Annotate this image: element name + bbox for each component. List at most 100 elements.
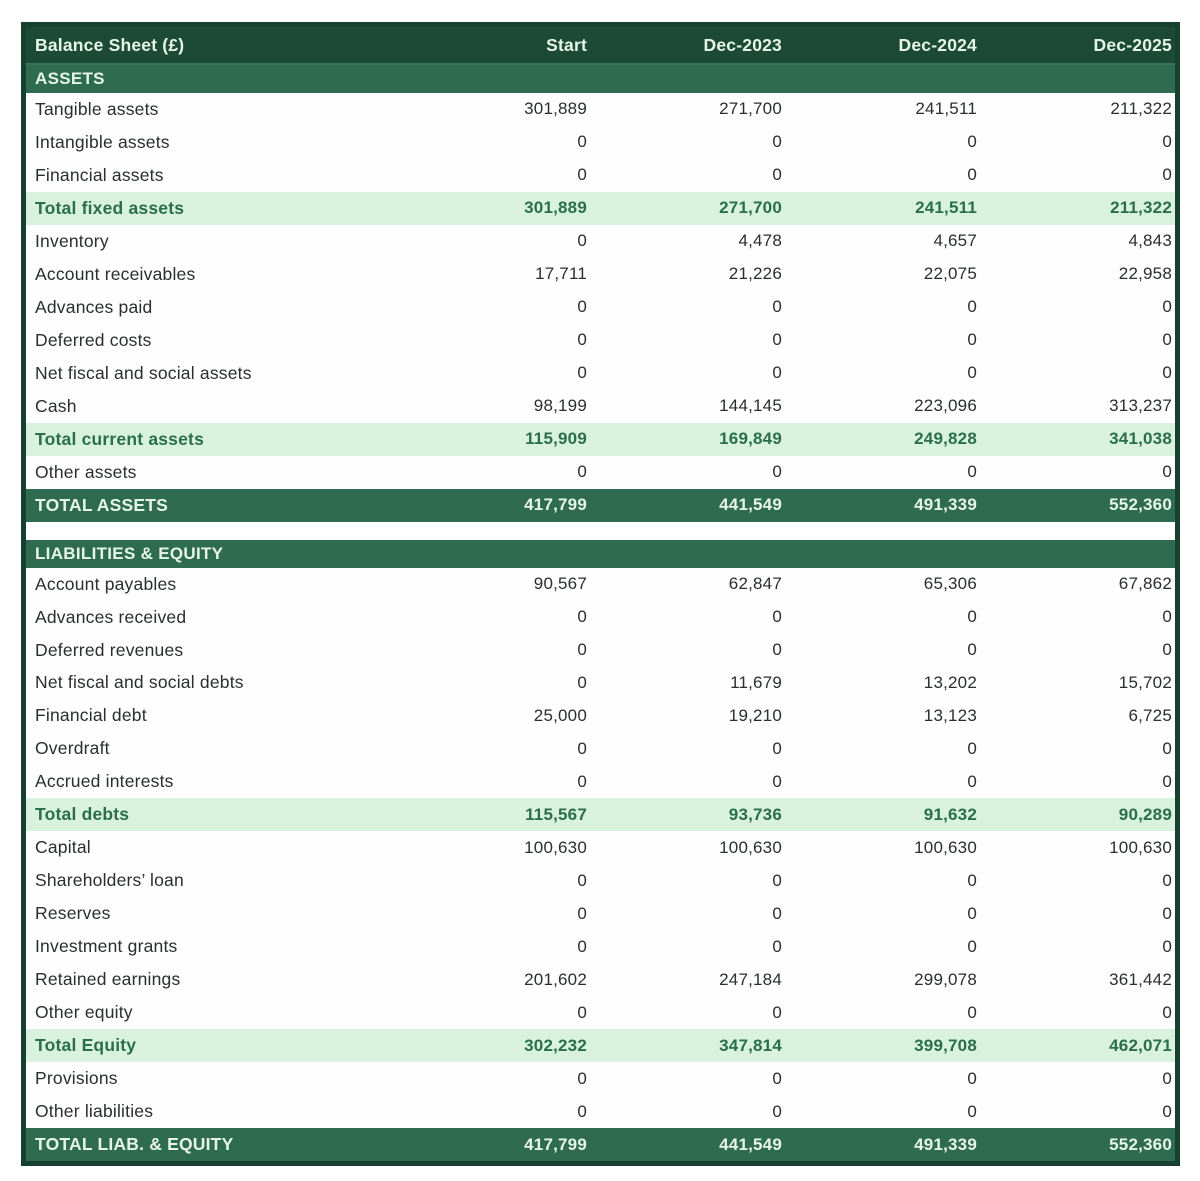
table-row: Total Equity 302,232 347,814 399,708 462,071 <box>26 1029 1175 1063</box>
cell-value: 0 <box>772 607 782 627</box>
table-row: Net fiscal and social assets 0 0 0 0 <box>26 356 1175 390</box>
cell-value: 0 <box>967 771 977 791</box>
cell-value: 0 <box>967 132 977 152</box>
row-label: Retained earnings <box>35 969 181 990</box>
cell-value: 0 <box>577 297 587 317</box>
cell-value: 223,096 <box>914 396 977 416</box>
row-label: Intangible assets <box>35 131 170 152</box>
balance-sheet-table: Balance Sheet (£) Start Dec-2023 Dec-202… <box>21 22 1180 1166</box>
row-label: Net fiscal and social debts <box>35 672 244 693</box>
cell-value: 0 <box>577 1002 587 1022</box>
cell-value: 0 <box>772 330 782 350</box>
cell-value: 0 <box>967 330 977 350</box>
row-label: Inventory <box>35 230 109 251</box>
cell-value: 0 <box>967 297 977 317</box>
cell-value: 0 <box>577 607 587 627</box>
cell-value: 0 <box>1162 297 1172 317</box>
cell-value: 302,232 <box>524 1035 587 1055</box>
cell-value: 0 <box>772 132 782 152</box>
cell-value: 0 <box>1162 607 1172 627</box>
cell-value: 241,511 <box>915 198 977 218</box>
cell-value: 0 <box>772 640 782 660</box>
row-label: Capital <box>35 837 91 858</box>
row-label: Total current assets <box>35 428 205 449</box>
cell-value: 0 <box>1162 870 1172 890</box>
cell-value: 0 <box>772 462 782 482</box>
cell-value: 0 <box>577 870 587 890</box>
cell-value: 552,360 <box>1109 1134 1172 1154</box>
row-label: Accrued interests <box>35 771 174 792</box>
cell-value: 0 <box>772 1002 782 1022</box>
row-label: Shareholders’ loan <box>35 870 184 891</box>
cell-value: 0 <box>1162 363 1172 383</box>
table-row: Deferred costs 0 0 0 0 <box>26 323 1175 357</box>
cell-value: 0 <box>577 363 587 383</box>
cell-value: 0 <box>772 738 782 758</box>
table-row: Accrued interests 0 0 0 0 <box>26 765 1175 799</box>
cell-value: 211,322 <box>1110 99 1172 119</box>
cell-value: 0 <box>967 903 977 923</box>
cell-value: 441,549 <box>719 1134 782 1154</box>
table-row: Other assets 0 0 0 0 <box>26 455 1175 489</box>
row-label: Deferred revenues <box>35 639 184 660</box>
cell-value: 0 <box>577 672 587 692</box>
table-row: Advances received 0 0 0 0 <box>26 600 1175 634</box>
row-label: Other equity <box>35 1002 133 1023</box>
table-row: Total current assets 115,909 169,849 249,82… <box>26 422 1175 456</box>
cell-value: 0 <box>577 330 587 350</box>
cell-value: 361,442 <box>1109 969 1172 989</box>
row-label: Tangible assets <box>35 98 159 119</box>
cell-value: 0 <box>772 936 782 956</box>
cell-value: 347,814 <box>719 1035 782 1055</box>
row-label: Provisions <box>35 1068 118 1089</box>
row-label: Overdraft <box>35 738 110 759</box>
cell-value: 0 <box>1162 462 1172 482</box>
table-row: TOTAL ASSETS 417,799 441,549 491,339 552,360 <box>26 488 1175 522</box>
cell-value: 13,123 <box>923 705 977 725</box>
cell-value: 22,075 <box>923 264 977 284</box>
cell-value: 299,078 <box>914 969 977 989</box>
cell-value: 0 <box>967 1002 977 1022</box>
cell-value: 0 <box>772 903 782 923</box>
cell-value: 0 <box>577 1101 587 1121</box>
cell-value: 0 <box>967 462 977 482</box>
cell-value: 0 <box>967 738 977 758</box>
cell-value: 100,630 <box>524 837 587 857</box>
row-label: Other assets <box>35 461 137 482</box>
section-heading: LIABILITIES & EQUITY <box>35 543 224 563</box>
row-label: Net fiscal and social assets <box>35 362 252 383</box>
row-label: Financial assets <box>35 164 164 185</box>
row-label: Advances paid <box>35 296 153 317</box>
table-row: Reserves 0 0 0 0 <box>26 897 1175 931</box>
cell-value: 115,909 <box>525 429 587 449</box>
cell-value: 0 <box>1162 1068 1172 1088</box>
cell-value: 0 <box>967 607 977 627</box>
table-row: Retained earnings 201,602 247,184 299,078 36… <box>26 963 1175 997</box>
cell-value: 0 <box>577 903 587 923</box>
row-label: TOTAL LIAB. & EQUITY <box>35 1134 234 1155</box>
cell-value: 4,657 <box>933 231 977 251</box>
cell-value: 0 <box>772 870 782 890</box>
cell-value: 249,828 <box>914 429 977 449</box>
cell-value: 491,339 <box>914 495 977 515</box>
cell-value: 0 <box>967 363 977 383</box>
cell-value: 25,000 <box>533 705 587 725</box>
cell-value: 0 <box>577 936 587 956</box>
cell-value: 399,708 <box>914 1035 977 1055</box>
cell-value: 0 <box>577 738 587 758</box>
cell-value: 11,679 <box>730 672 782 692</box>
row-label: Financial debt <box>35 705 147 726</box>
cell-value: 62,847 <box>728 574 782 594</box>
table-row: Financial assets 0 0 0 0 <box>26 158 1175 192</box>
cell-value: 0 <box>772 1101 782 1121</box>
cell-value: 0 <box>1162 330 1172 350</box>
cell-value: 0 <box>772 1068 782 1088</box>
cell-value: 0 <box>577 1068 587 1088</box>
cell-value: 417,799 <box>524 495 587 515</box>
table-row: Investment grants 0 0 0 0 <box>26 930 1175 964</box>
section-header: LIABILITIES & EQUITY <box>26 539 1175 568</box>
row-label: Total Equity <box>35 1035 137 1056</box>
table-row: Deferred revenues 0 0 0 0 <box>26 633 1175 667</box>
cell-value: 0 <box>772 297 782 317</box>
cell-value: 417,799 <box>524 1134 587 1154</box>
